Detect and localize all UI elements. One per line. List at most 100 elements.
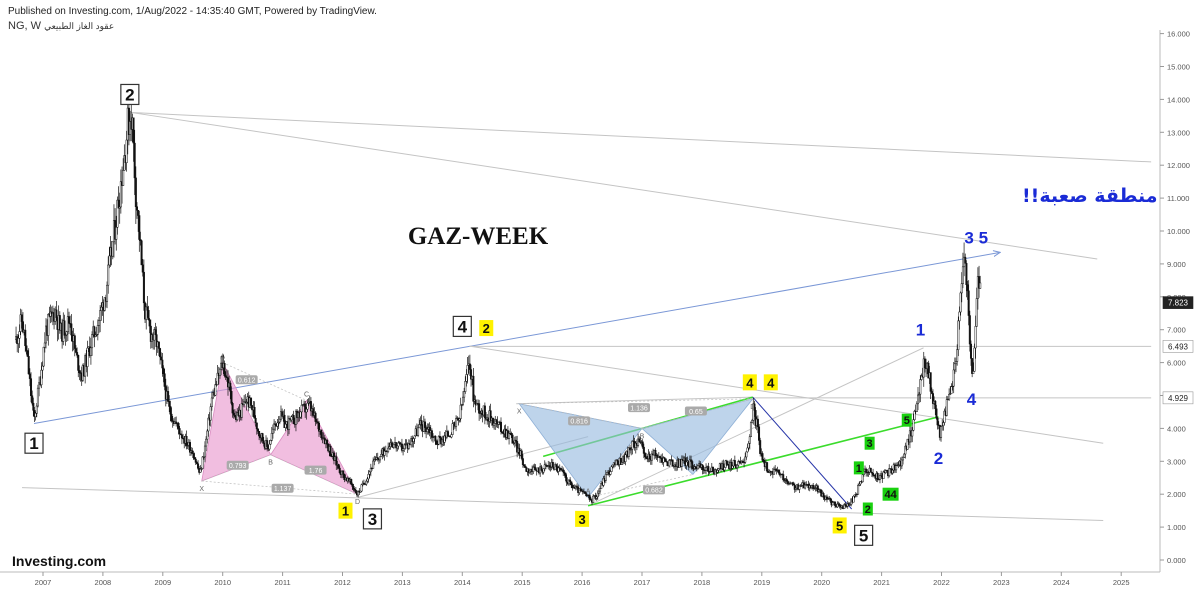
candle-body (555, 464, 558, 467)
candle-body (834, 501, 837, 506)
candle-body (527, 468, 530, 473)
candle-body (273, 423, 276, 430)
candle-body (964, 256, 967, 264)
candle-body (95, 334, 98, 336)
candle-body (437, 436, 440, 445)
candle-body (274, 423, 277, 426)
candle-body (360, 484, 363, 492)
candle-body (27, 356, 30, 375)
x-tick-label: 2014 (454, 578, 471, 587)
wave-label: 44 (884, 489, 897, 501)
candle-body (744, 456, 747, 463)
candle-body (736, 464, 739, 469)
candle-body (663, 457, 666, 460)
candle-body (34, 413, 37, 418)
candle-body (831, 502, 834, 506)
candle-body (929, 372, 932, 392)
candle-body (543, 464, 546, 469)
candle-body (387, 447, 390, 452)
candle-body (250, 397, 253, 406)
candle-body (641, 441, 644, 448)
candle-body (138, 215, 141, 240)
candle-body (542, 468, 545, 473)
y-tick-label: 15.000 (1167, 63, 1190, 72)
y-tick-label: 1.000 (1167, 523, 1186, 532)
candle-body (135, 206, 138, 211)
candle-body (115, 227, 118, 240)
candle-body (882, 471, 885, 480)
candle-body (106, 284, 109, 302)
candle-body (690, 459, 693, 462)
candle-body (107, 264, 110, 286)
wave-label: 2 (934, 449, 943, 468)
candle-body (195, 462, 198, 465)
candle-body (694, 466, 697, 469)
price-label-box (1162, 391, 1194, 405)
candle-body (451, 423, 454, 435)
candle-body (604, 473, 607, 481)
candle-body (958, 311, 961, 322)
candle-body (974, 326, 977, 349)
candle-body (122, 170, 125, 186)
x-tick-label: 2021 (873, 578, 890, 587)
wave-label: 2 (483, 321, 490, 336)
candle-body (32, 402, 35, 411)
candle-body (800, 485, 803, 487)
candle-body (495, 419, 498, 423)
candle-body (338, 467, 341, 473)
candle-body (225, 376, 228, 378)
candle-body (367, 474, 370, 480)
candle-body (397, 442, 400, 447)
candle-body (197, 463, 200, 469)
candle-body (497, 421, 500, 425)
candle-body (620, 462, 623, 465)
candle-body (42, 346, 45, 367)
candle-body (936, 417, 939, 426)
harmonic-ratio-badge (226, 460, 249, 470)
candle-body (844, 504, 847, 507)
candle-body (942, 422, 945, 426)
candle-body (510, 433, 513, 436)
candle-body (726, 464, 729, 466)
candle-body (438, 436, 441, 439)
candle-body (820, 489, 823, 497)
candle-body (125, 139, 128, 164)
candle-body (118, 206, 121, 209)
candle-body (917, 394, 920, 405)
candle-body (585, 493, 588, 497)
candle-body (78, 370, 81, 373)
candle-body (474, 399, 477, 406)
candle-body (94, 334, 97, 337)
candle-body (817, 489, 820, 492)
candle-body (753, 403, 756, 411)
candle-body (600, 482, 603, 489)
candle-body (948, 394, 951, 400)
candle-body (957, 320, 960, 350)
wave-label-box (24, 432, 44, 454)
candle-body (570, 481, 573, 486)
wave-label: 3 (578, 512, 585, 527)
candle-body (611, 464, 614, 468)
wave-label: 5 (904, 415, 910, 427)
candle-body (163, 373, 166, 387)
candle-body (63, 320, 66, 336)
candle-body (86, 347, 89, 367)
x-tick-label: 2019 (753, 578, 770, 587)
symbol-header: NG, W عقود الغاز الطبيعي (8, 20, 114, 32)
candle-body (602, 478, 605, 486)
candle-body (404, 444, 407, 446)
candle-body (316, 421, 319, 424)
candle-body (38, 382, 41, 389)
y-tick-label: 14.000 (1167, 95, 1190, 104)
candle-body (245, 401, 248, 404)
candle-body (290, 416, 293, 421)
x-tick-label: 2020 (813, 578, 830, 587)
candle-body (632, 440, 635, 443)
candle-body (691, 461, 694, 469)
wave-label: 5 (859, 526, 868, 545)
x-tick-label: 2008 (95, 578, 112, 587)
candle-body (160, 356, 163, 361)
candle-body (68, 316, 71, 324)
candle-body (335, 456, 338, 466)
candle-body (369, 467, 372, 473)
